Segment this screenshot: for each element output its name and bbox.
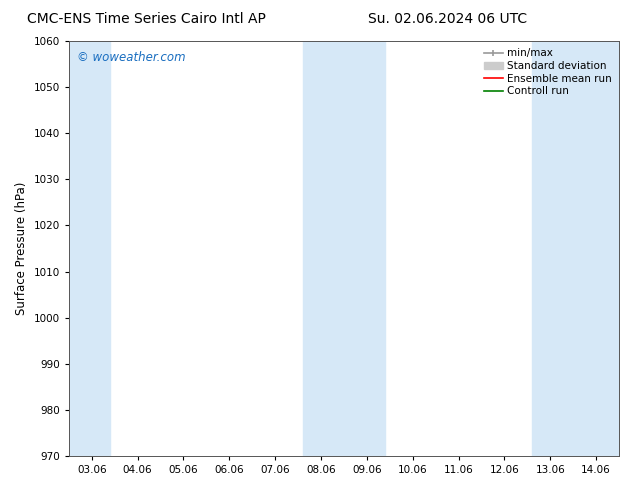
Legend: min/max, Standard deviation, Ensemble mean run, Controll run: min/max, Standard deviation, Ensemble me… <box>482 46 614 98</box>
Bar <box>302 41 385 456</box>
Text: CMC-ENS Time Series Cairo Intl AP: CMC-ENS Time Series Cairo Intl AP <box>27 12 266 26</box>
Bar <box>69 41 110 456</box>
Text: © woweather.com: © woweather.com <box>77 51 186 64</box>
Bar <box>532 41 619 456</box>
Text: Su. 02.06.2024 06 UTC: Su. 02.06.2024 06 UTC <box>368 12 527 26</box>
Y-axis label: Surface Pressure (hPa): Surface Pressure (hPa) <box>15 182 28 315</box>
